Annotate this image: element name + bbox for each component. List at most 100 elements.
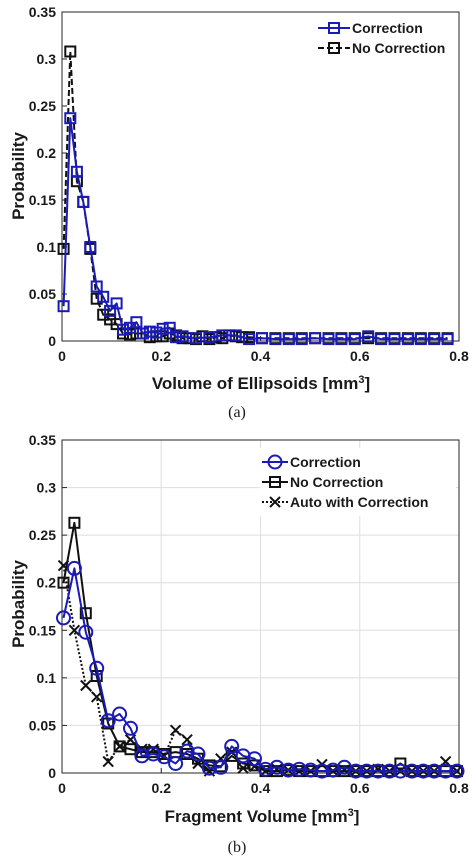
y-tick-label: 0.25 xyxy=(29,98,56,114)
data-point-correction xyxy=(449,763,465,779)
data-point-correction xyxy=(282,333,295,346)
data-point-correction xyxy=(441,333,454,346)
y-tick-label: 0.05 xyxy=(29,286,56,302)
data-point-no-correction xyxy=(237,757,250,770)
data-point-correction xyxy=(143,325,156,338)
data-point-correction xyxy=(258,761,273,777)
data-point-no-correction xyxy=(394,757,407,770)
x-tick-label: 0 xyxy=(58,780,66,796)
y-tick-label: 0 xyxy=(48,333,56,349)
y-tick-label: 0.2 xyxy=(37,145,57,161)
panel-a-caption: (a) xyxy=(228,404,246,421)
data-point-correction xyxy=(64,112,77,125)
x-tick-label: 0.4 xyxy=(251,348,271,364)
data-point-correction xyxy=(104,304,117,317)
data-point-correction xyxy=(303,762,319,778)
data-point-correction xyxy=(404,763,420,779)
data-point-correction xyxy=(415,763,431,779)
data-point-correction xyxy=(370,763,386,779)
panel-a-xlabel: Volume of Ellipsoids [mm3] xyxy=(152,374,370,393)
data-point-correction xyxy=(123,720,138,736)
data-point-correction xyxy=(56,610,71,626)
legend-b-no-correction-marker xyxy=(269,476,281,488)
data-point-auto-with-correction xyxy=(102,755,114,768)
data-point-no-correction xyxy=(90,292,103,305)
data-point-correction xyxy=(213,759,229,775)
panel-b-y-ticks: 0 0.05 0.1 0.15 0.2 0.25 0.3 0.35 xyxy=(29,432,67,781)
legend-a-no-correction-label: No Correction xyxy=(352,40,445,56)
data-point-correction xyxy=(322,333,335,346)
data-point-no-correction xyxy=(64,45,77,58)
data-point-correction xyxy=(100,713,116,729)
x-tick-label: 0.6 xyxy=(350,348,370,364)
panel-b-caption: (b) xyxy=(228,839,247,856)
x-tick-label: 0.2 xyxy=(152,348,172,364)
legend-b-auto-label: Auto with Correction xyxy=(290,494,428,510)
y-tick-label: 0.2 xyxy=(37,575,57,591)
panel-a-legend: Correction No Correction xyxy=(314,15,454,59)
y-tick-label: 0.3 xyxy=(37,480,57,496)
data-point-correction xyxy=(348,763,364,779)
data-point-correction xyxy=(168,756,184,771)
data-point-correction xyxy=(428,333,441,346)
data-point-correction xyxy=(84,241,97,253)
data-point-correction xyxy=(134,748,150,764)
series-line-no-correction xyxy=(62,50,448,341)
y-tick-label: 0.05 xyxy=(29,717,56,733)
data-point-correction xyxy=(156,749,172,765)
data-point-correction xyxy=(280,762,296,778)
panel-b-xlabel: Fragment Volume [mm3] xyxy=(165,807,360,826)
y-tick-label: 0.1 xyxy=(37,670,57,686)
legend-b-correction-label: Correction xyxy=(290,454,361,470)
data-point-correction xyxy=(224,738,240,754)
data-point-no-correction xyxy=(124,743,137,756)
panel-a: 0 0.05 0.1 0.15 0.2 0.25 0.3 0.35 0 0.2 0.4 0.6 0.8… xyxy=(9,4,469,421)
panel-b-series xyxy=(56,516,465,779)
x-tick-label: 0.4 xyxy=(251,780,271,796)
data-point-correction xyxy=(359,763,375,779)
y-tick-label: 0.35 xyxy=(29,4,56,20)
data-point-correction xyxy=(382,763,397,779)
legend-a-correction-label: Correction xyxy=(352,20,423,36)
data-point-correction xyxy=(112,706,128,722)
data-point-correction xyxy=(136,327,149,340)
data-point-correction xyxy=(78,624,94,640)
panel-b-x-ticks: 0 0.2 0.4 0.6 0.8 xyxy=(58,768,469,796)
panel-a-plot-frame xyxy=(61,11,460,342)
data-point-correction xyxy=(90,280,103,293)
legend-b-no-correction-label: No Correction xyxy=(290,474,383,490)
data-point-no-correction xyxy=(68,516,81,529)
data-point-correction xyxy=(335,333,348,346)
series-line-correction xyxy=(62,567,457,773)
legend-b-auto-marker xyxy=(269,496,281,508)
panel-b: 0 0.05 0.1 0.15 0.2 0.25 0.3 0.35 0 0.2 0.4 0.6 0.8… xyxy=(9,432,469,856)
legend-a-correction-marker xyxy=(328,22,340,34)
data-point-no-correction xyxy=(156,330,169,343)
data-point-correction xyxy=(145,746,161,762)
data-point-correction xyxy=(170,331,183,344)
data-point-correction xyxy=(291,761,307,777)
data-point-correction xyxy=(110,297,123,310)
data-point-correction xyxy=(97,290,110,303)
data-point-correction xyxy=(190,746,206,762)
data-point-no-correction xyxy=(57,242,70,255)
x-tick-label: 0.8 xyxy=(449,348,469,364)
data-point-correction xyxy=(295,333,308,346)
data-point-no-correction xyxy=(236,331,249,344)
data-point-no-correction xyxy=(196,330,209,343)
series-no-correction-a xyxy=(57,45,454,346)
data-point-auto-with-correction xyxy=(181,733,193,746)
y-tick-label: 0 xyxy=(48,765,56,781)
data-point-correction xyxy=(57,300,70,313)
data-point-correction xyxy=(375,333,388,346)
y-tick-label: 0.15 xyxy=(29,622,56,638)
data-point-correction xyxy=(426,763,442,779)
data-point-correction xyxy=(130,316,143,329)
data-point-correction xyxy=(362,330,375,343)
data-point-no-correction xyxy=(57,576,70,589)
data-point-correction xyxy=(156,322,169,335)
panel-a-x-ticks: 0 0.2 0.4 0.6 0.8 xyxy=(58,336,469,364)
data-point-correction xyxy=(256,332,268,345)
data-point-correction xyxy=(414,333,427,346)
